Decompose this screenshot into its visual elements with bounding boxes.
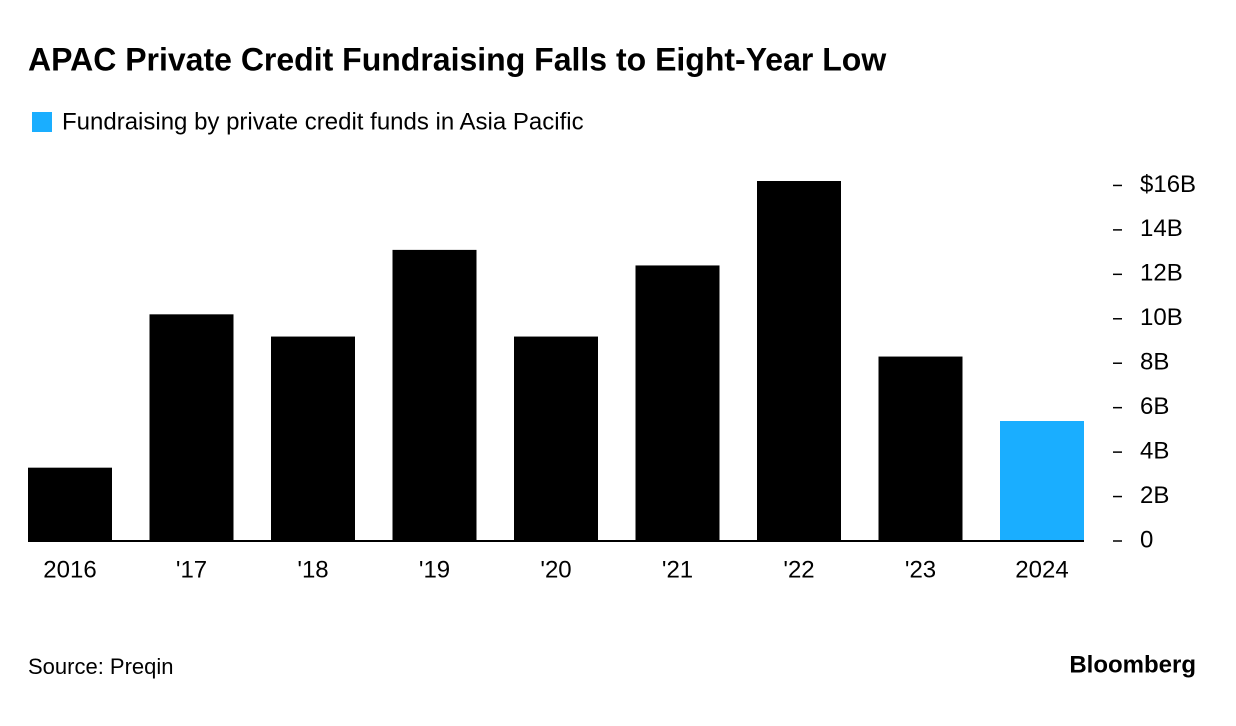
bar bbox=[878, 356, 963, 541]
chart-title: APAC Private Credit Fundraising Falls to… bbox=[28, 41, 886, 77]
bar bbox=[271, 336, 355, 541]
bar bbox=[1000, 421, 1084, 541]
y-tick-label: 12B bbox=[1140, 260, 1183, 287]
x-tick-label: '19 bbox=[419, 556, 450, 583]
x-tick-label: '20 bbox=[540, 556, 571, 583]
y-tick-label: 4B bbox=[1140, 437, 1169, 464]
y-tick-label: 6B bbox=[1140, 393, 1169, 420]
logo: Bloomberg bbox=[1069, 651, 1196, 678]
y-tick-label: 8B bbox=[1140, 349, 1169, 376]
legend-swatch bbox=[32, 112, 52, 132]
bar bbox=[514, 336, 598, 541]
bar bbox=[149, 314, 234, 541]
x-tick-label: '23 bbox=[905, 556, 936, 583]
x-tick-label: '21 bbox=[662, 556, 693, 583]
y-tick-label: $16B bbox=[1140, 171, 1196, 198]
bar bbox=[392, 249, 477, 541]
y-tick-label: 14B bbox=[1140, 215, 1183, 242]
source-note: Source: Preqin bbox=[28, 654, 174, 679]
legend-label: Fundraising by private credit funds in A… bbox=[62, 108, 584, 135]
bar bbox=[757, 181, 841, 541]
bar bbox=[635, 265, 720, 541]
bar bbox=[28, 467, 112, 541]
x-tick-label: '18 bbox=[297, 556, 328, 583]
x-tick-label: 2024 bbox=[1015, 556, 1068, 583]
x-tick-label: '22 bbox=[783, 556, 814, 583]
x-tick-label: '17 bbox=[176, 556, 207, 583]
y-tick-label: 2B bbox=[1140, 482, 1169, 509]
y-tick-label: 0 bbox=[1140, 526, 1153, 553]
y-tick-label: 10B bbox=[1140, 304, 1183, 331]
x-tick-label: 2016 bbox=[43, 556, 96, 583]
